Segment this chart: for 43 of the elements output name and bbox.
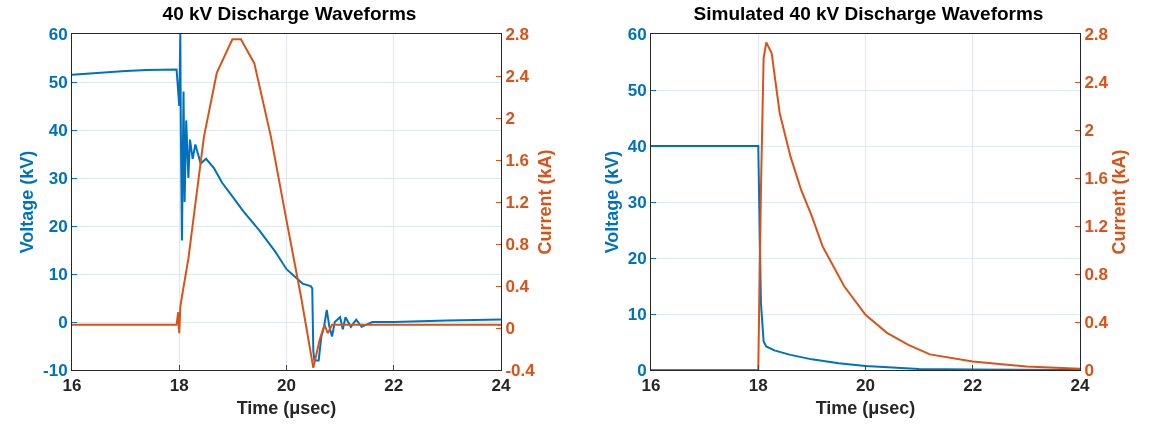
x-tick-label: 20 <box>277 376 296 396</box>
y2-tick-label: 2.4 <box>1084 72 1109 92</box>
x-tick-label: 22 <box>384 376 404 396</box>
x-tick-label: 18 <box>748 376 768 396</box>
y2-tick-label: 0.4 <box>505 276 530 296</box>
y2-tick-label: 1.2 <box>505 192 530 212</box>
chart-title: 40 kV Discharge Waveforms <box>162 2 417 24</box>
y2-tick-label: 1.6 <box>1084 168 1109 188</box>
y2-tick-label: 2 <box>505 108 515 128</box>
y-tick-label: 30 <box>48 168 68 188</box>
y2-tick-label: 1.6 <box>505 150 530 170</box>
y2-tick-label: 2.4 <box>505 66 530 86</box>
x-tick-label: 22 <box>963 376 983 396</box>
y-tick-label: 50 <box>627 80 647 100</box>
y-tick-label: 50 <box>48 72 68 92</box>
y-axis-title: Voltage (kV) <box>601 150 622 254</box>
x-tick-label: 18 <box>169 376 189 396</box>
y-tick-label: 20 <box>627 248 647 268</box>
y2-tick-label: 0 <box>505 318 515 338</box>
y-axis-title: Voltage (kV) <box>17 150 38 254</box>
x-axis-title: Time (μsec) <box>815 397 916 418</box>
y-tick-label: 10 <box>48 264 68 284</box>
line-series <box>651 41 1080 370</box>
y-tick-label: 0 <box>58 312 68 332</box>
y-tick-label: 40 <box>627 136 647 156</box>
y2-tick-label: 1.2 <box>1084 216 1109 236</box>
y-tick-label: 60 <box>627 24 647 44</box>
y2-tick-label: 2.8 <box>505 24 530 44</box>
x-tick-label: 20 <box>856 376 875 396</box>
y2-tick-label: 0.8 <box>1084 264 1109 284</box>
y-tick-label: 40 <box>48 120 68 140</box>
y-tick-label: 10 <box>627 304 647 324</box>
y2-tick-label: 2 <box>1084 120 1094 140</box>
y2-axis-title: Current (kA) <box>1108 149 1129 255</box>
x-axis-title: Time (μsec) <box>236 397 337 418</box>
y2-tick-label: 2.8 <box>1084 24 1109 44</box>
y2-tick-label: 0.4 <box>1084 312 1109 332</box>
y2-tick-label: 0.8 <box>505 234 530 254</box>
y-tick-label: 60 <box>48 24 68 44</box>
y-tick-label: 20 <box>48 216 68 236</box>
chart-title: Simulated 40 kV Discharge Waveforms <box>693 2 1044 24</box>
y2-axis-title: Current (kA) <box>535 149 556 255</box>
y-tick-label: 30 <box>627 192 647 212</box>
